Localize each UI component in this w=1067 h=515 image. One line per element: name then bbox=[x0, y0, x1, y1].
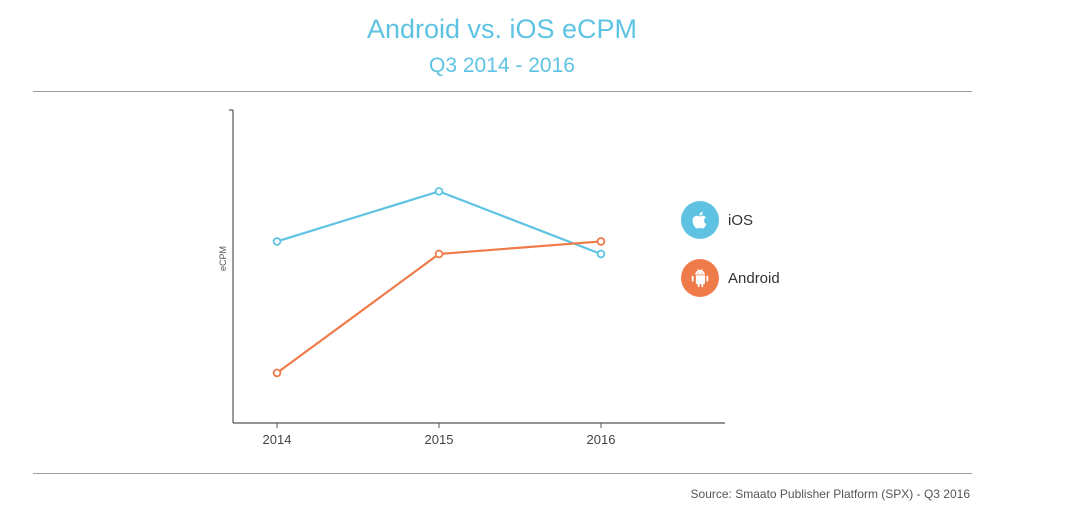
android-icon bbox=[681, 259, 719, 297]
data-point-android bbox=[272, 368, 282, 378]
legend-item-ios: iOS bbox=[681, 201, 753, 239]
data-point-ios bbox=[434, 187, 444, 196]
data-point-ios bbox=[596, 249, 606, 259]
top-divider bbox=[33, 91, 972, 92]
x-tick-label: 2016 bbox=[587, 432, 616, 447]
data-point-ios bbox=[272, 237, 282, 246]
legend-label-android: Android bbox=[728, 269, 780, 287]
legend-label-ios: iOS bbox=[728, 211, 754, 229]
chart-title: Android vs. iOS eCPM bbox=[366, 14, 638, 44]
x-tick-label: 2014 bbox=[263, 432, 292, 447]
data-point-android bbox=[434, 249, 444, 259]
legend-item-android: Android bbox=[681, 259, 780, 297]
apple-icon bbox=[681, 201, 719, 239]
y-axis-label: eCPM bbox=[218, 246, 228, 271]
bottom-divider bbox=[33, 473, 972, 474]
source-note: Source: Smaato Publisher Platform (SPX) … bbox=[690, 487, 970, 501]
data-point-android bbox=[596, 237, 606, 246]
chart-subtitle: Q3 2014 - 2016 bbox=[429, 54, 575, 77]
x-tick-label: 2015 bbox=[425, 432, 454, 447]
series-line-android bbox=[276, 240, 602, 374]
